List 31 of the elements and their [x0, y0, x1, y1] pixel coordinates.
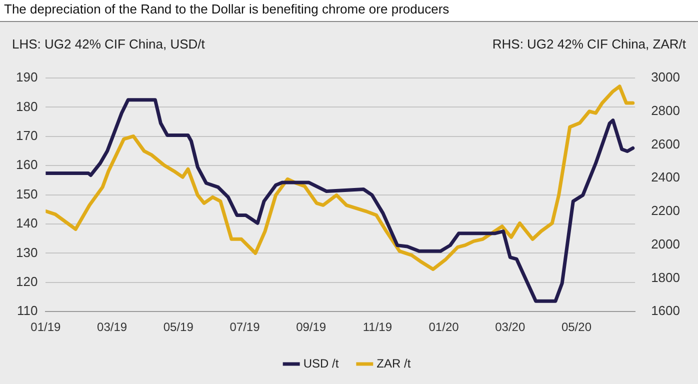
x-tick-label: 01/19	[30, 320, 62, 334]
y2-tick-label: 2400	[651, 170, 680, 185]
y-axis-title: LHS: UG2 42% CIF China, USD/t	[12, 36, 206, 52]
y2-tick-label: 3000	[651, 70, 680, 85]
x-tick-label: 11/19	[362, 320, 392, 334]
x-tick-label: 03/20	[495, 320, 526, 334]
y-tick-label: 190	[16, 70, 38, 85]
legend-label: ZAR /t	[376, 356, 412, 370]
y-tick-label: 110	[16, 303, 38, 318]
y-tick-label: 130	[16, 244, 38, 260]
x-tick-label: 03/19	[97, 320, 128, 334]
y2-tick-label: 1800	[651, 270, 680, 285]
y2-axis-title: RHS: UG2 42% CIF China, ZAR/t	[492, 36, 686, 52]
y-tick-label: 120	[16, 274, 38, 289]
y-tick-label: 180	[16, 98, 38, 114]
y-tick-label: 170	[16, 128, 38, 143]
y2-tick-label: 2800	[651, 102, 680, 118]
y2-tick-label: 1600	[651, 303, 680, 318]
x-tick-label: 07/19	[230, 320, 260, 334]
y-tick-label: 160	[16, 157, 38, 172]
x-tick-label: 05/20	[561, 320, 592, 334]
legend-label: USD /t	[303, 356, 340, 370]
x-tick-label: 09/19	[296, 320, 326, 334]
chart-title: The depreciation of the Rand to the Dollar is benefiting chrome ore producers	[4, 2, 450, 17]
y-tick-label: 150	[16, 186, 38, 202]
y-tick-label: 140	[16, 216, 38, 231]
y2-tick-label: 2200	[651, 203, 680, 218]
x-tick-label: 01/20	[428, 320, 460, 334]
x-tick-label: 05/19	[163, 320, 194, 334]
y2-tick-label: 2000	[651, 236, 680, 252]
y2-tick-label: 2600	[651, 136, 680, 152]
